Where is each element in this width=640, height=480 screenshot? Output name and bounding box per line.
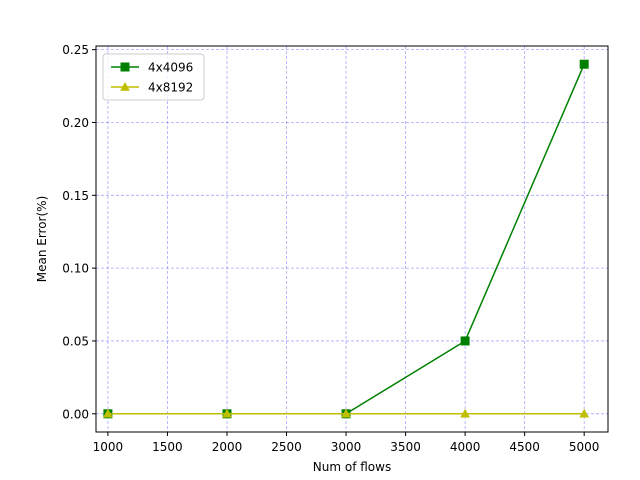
y-tick-label: 0.25 bbox=[62, 43, 89, 57]
x-tick-label: 5000 bbox=[569, 440, 600, 454]
x-tick-label: 3500 bbox=[390, 440, 421, 454]
x-tick-label: 1500 bbox=[152, 440, 183, 454]
data-point bbox=[103, 408, 113, 418]
x-tick-label: 1000 bbox=[93, 440, 124, 454]
y-tick-label: 0.00 bbox=[62, 407, 89, 421]
legend-label: 4x4096 bbox=[148, 61, 193, 75]
data-point bbox=[460, 408, 470, 418]
legend: 4x4096 4x8192 bbox=[102, 53, 205, 101]
data-point bbox=[579, 408, 590, 418]
x-tick-label: 2500 bbox=[271, 440, 302, 454]
x-tick-label: 4000 bbox=[450, 440, 481, 454]
legend-marker bbox=[120, 62, 130, 72]
legend-item: 4x8192 bbox=[111, 81, 193, 95]
series-group bbox=[103, 59, 590, 419]
x-axis-label: Num of flows bbox=[313, 460, 391, 474]
y-tick-label: 0.20 bbox=[62, 116, 89, 130]
plot-area-frame bbox=[95, 45, 609, 433]
x-tick-label: 2000 bbox=[212, 440, 243, 454]
x-tick-label: 3000 bbox=[331, 440, 362, 454]
legend-label: 4x8192 bbox=[148, 81, 193, 95]
data-point bbox=[341, 408, 351, 418]
legend-marker bbox=[120, 81, 130, 91]
data-point bbox=[222, 408, 232, 418]
data-point bbox=[460, 336, 470, 346]
y-tick-label: 0.15 bbox=[62, 189, 89, 203]
data-point bbox=[579, 59, 589, 69]
x-tick-label: 4500 bbox=[509, 440, 540, 454]
y-tick-label: 0.10 bbox=[62, 262, 89, 276]
legend-item: 4x4096 bbox=[111, 61, 193, 75]
axis-ticks: 1000 1500 2000 2500 3000 3500 4000 4500 5000 0.00… bbox=[62, 43, 599, 454]
series-4x8192 bbox=[103, 408, 590, 418]
y-tick-label: 0.05 bbox=[62, 334, 89, 348]
grid-lines bbox=[96, 46, 608, 432]
y-axis-label: Mean Error(%) bbox=[35, 196, 49, 283]
